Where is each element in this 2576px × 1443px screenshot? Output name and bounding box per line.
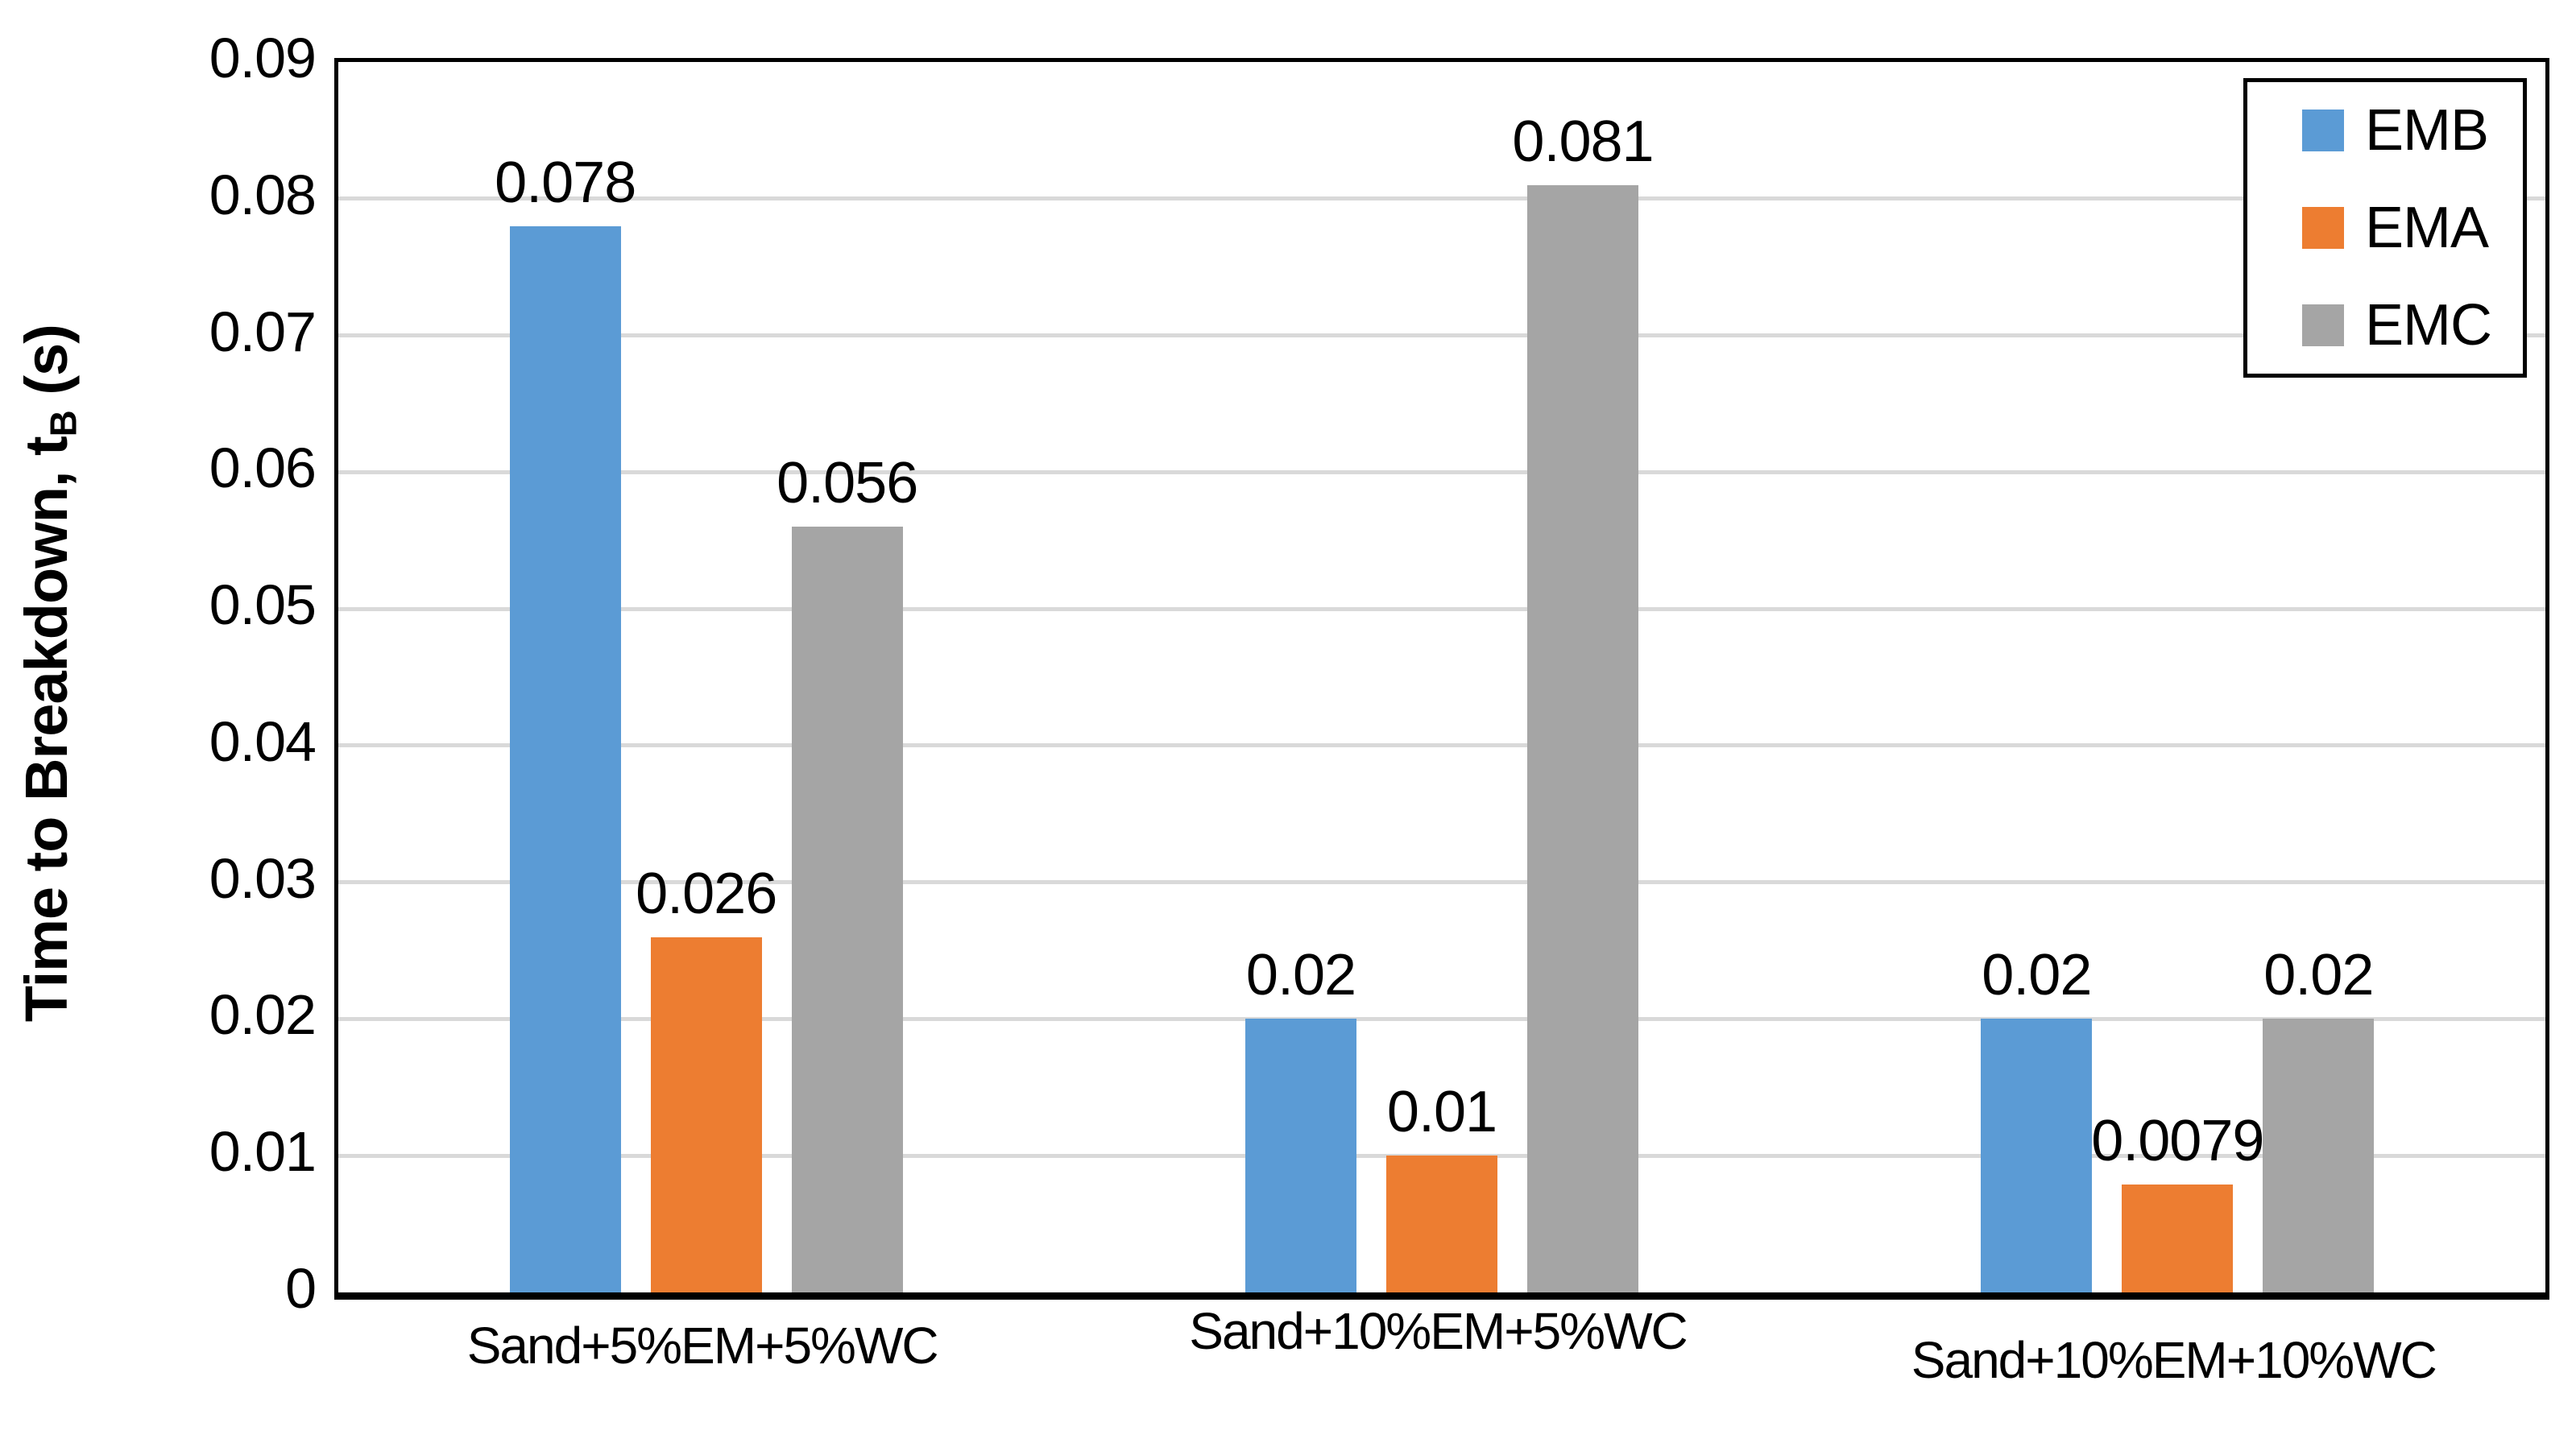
legend-item-emc: EMC [2302,292,2523,358]
y-tick-label: 0.06 [209,436,317,500]
y-tick-label: 0.03 [209,846,317,910]
legend: EMB EMA EMC [2243,78,2527,378]
bar-emb-2 [1245,1019,1356,1292]
x-category-label-2: Sand+10%EM+5%WC [1189,1302,1688,1360]
gridline [338,880,2545,885]
legend-swatch-emc [2302,304,2344,346]
y-tick-label: 0.05 [209,573,317,637]
gridline [338,196,2545,201]
bar-emb-3 [1981,1019,2093,1292]
bar-value-label: 0.081 [1512,109,1654,174]
legend-label: EMC [2365,292,2492,358]
y-tick-label: 0.04 [209,709,317,773]
legend-label: EMA [2365,195,2489,260]
bar-emc-3 [2263,1019,2375,1292]
legend-item-emb: EMB [2302,97,2523,163]
bar-value-label: 0.078 [495,150,636,215]
bar-value-label: 0.026 [636,861,777,926]
plot-area: 0.078 0.026 0.056 0.02 0.01 0.081 0.02 0.0079 0.… [334,58,2549,1300]
bar-ema-2 [1386,1156,1497,1292]
y-tick-label: 0.09 [209,27,317,89]
bar-value-label: 0.02 [2263,943,2374,1008]
y-tick-label: 0.01 [209,1120,317,1184]
bar-value-label: 0.056 [777,451,918,516]
y-tick-labels: 0 0.01 0.02 0.03 0.04 0.05 0.06 0.07 0.08 0.09 [0,27,317,1320]
bar-emc-1 [791,527,903,1292]
gridline [338,606,2545,611]
gridline [338,743,2545,748]
bar-ema-3 [2122,1184,2234,1292]
bar-ema-1 [650,937,762,1292]
gridline [338,1016,2545,1021]
y-tick-label: 0.07 [209,300,317,363]
bar-emc-2 [1527,184,1638,1292]
y-tick-label: 0 [285,1257,317,1320]
legend-label: EMB [2365,98,2489,163]
x-axis-labels: Sand+5%EM+5%WC Sand+10%EM+5%WC Sand+10%EM+… [334,1302,2541,1419]
bar-emb-1 [509,225,621,1292]
legend-swatch-emb [2302,110,2344,152]
bar-value-label: 0.0079 [2091,1108,2264,1173]
gridline [338,469,2545,474]
bar-value-label: 0.02 [1982,943,2092,1008]
bar-value-label: 0.01 [1386,1080,1497,1145]
gridline [338,333,2545,338]
y-tick-label: 0.02 [209,983,317,1047]
x-category-label-3: Sand+10%EM+10%WC [1911,1331,2437,1389]
legend-swatch-ema [2302,206,2344,249]
bar-value-label: 0.02 [1245,943,1356,1008]
legend-item-ema: EMA [2302,195,2523,261]
x-category-label-1: Sand+5%EM+5%WC [466,1317,939,1375]
y-tick-label: 0.08 [209,163,317,226]
